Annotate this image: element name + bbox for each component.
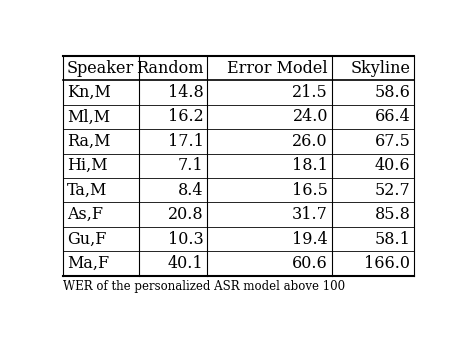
Text: 26.0: 26.0 [292, 133, 328, 150]
Text: Error Model: Error Model [227, 60, 328, 77]
Text: As,F: As,F [67, 206, 103, 223]
Text: 19.4: 19.4 [292, 230, 328, 248]
Text: 166.0: 166.0 [365, 255, 410, 272]
Text: Skyline: Skyline [351, 60, 410, 77]
Text: 58.6: 58.6 [375, 84, 410, 101]
Text: 60.6: 60.6 [292, 255, 328, 272]
Text: Random: Random [136, 60, 203, 77]
Text: 7.1: 7.1 [178, 157, 203, 174]
Text: Kn,M: Kn,M [67, 84, 110, 101]
Text: Hi,M: Hi,M [67, 157, 107, 174]
Text: 16.5: 16.5 [292, 182, 328, 199]
Text: 66.4: 66.4 [375, 108, 410, 126]
Text: 10.3: 10.3 [168, 230, 203, 248]
Text: 16.2: 16.2 [168, 108, 203, 126]
Text: WER of the personalized ASR model above 100: WER of the personalized ASR model above … [63, 280, 345, 293]
Text: 8.4: 8.4 [178, 182, 203, 199]
Text: Ra,M: Ra,M [67, 133, 110, 150]
Text: Ml,M: Ml,M [67, 108, 110, 126]
Text: 85.8: 85.8 [375, 206, 410, 223]
Text: 67.5: 67.5 [375, 133, 410, 150]
Text: 52.7: 52.7 [375, 182, 410, 199]
Text: Speaker: Speaker [67, 60, 134, 77]
Text: 31.7: 31.7 [292, 206, 328, 223]
Text: 18.1: 18.1 [292, 157, 328, 174]
Text: 14.8: 14.8 [168, 84, 203, 101]
Text: 24.0: 24.0 [292, 108, 328, 126]
Text: Ta,M: Ta,M [67, 182, 107, 199]
Text: 58.1: 58.1 [375, 230, 410, 248]
Text: 40.6: 40.6 [375, 157, 410, 174]
Text: 20.8: 20.8 [168, 206, 203, 223]
Text: Gu,F: Gu,F [67, 230, 106, 248]
Text: 40.1: 40.1 [168, 255, 203, 272]
Text: 21.5: 21.5 [292, 84, 328, 101]
Text: Ma,F: Ma,F [67, 255, 109, 272]
Text: 17.1: 17.1 [168, 133, 203, 150]
